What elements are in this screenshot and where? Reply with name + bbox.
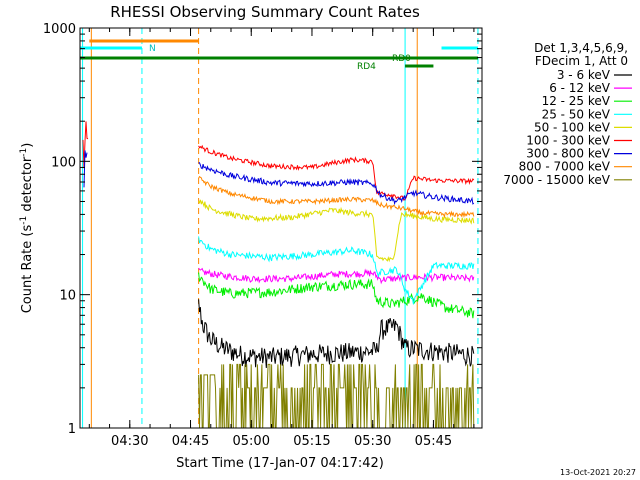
y-axis-label-mid: detector [20, 156, 35, 216]
legend-label-5: 100 - 300 keV [526, 134, 610, 148]
x-tick-label-5: 05:45 [415, 434, 452, 449]
legend-label-4: 50 - 100 keV [534, 120, 611, 134]
legend: Det 1,3,4,5,6,9, FDecim 1, Att 0 3 - 6 k… [503, 41, 632, 187]
x-tick-label-3: 05:15 [293, 434, 330, 449]
legend-label-3: 25 - 50 keV [542, 107, 611, 121]
series-line-6 [198, 162, 475, 206]
y-axis-label-end: ) [20, 143, 35, 148]
y-tick-label-1: 10 [59, 289, 76, 304]
series-line-0 [198, 299, 475, 369]
x-tick-label-2: 05:00 [233, 434, 270, 449]
flag-label-rd0: RD0 [392, 54, 411, 64]
series-line-8 [198, 363, 475, 429]
y-axis-label: Count Rate (s-1 detector-1) [19, 143, 35, 314]
series-line-1 [198, 267, 475, 285]
y-axis: 1 10 100 1000 [43, 22, 482, 437]
legend-header-1: Det 1,3,4,5,6,9, [534, 41, 628, 55]
y-tick-label-3: 1000 [43, 22, 76, 37]
chart-title: RHESSI Observing Summary Count Rates [110, 3, 420, 21]
flag-label-rd4: RD4 [357, 62, 376, 72]
spike-blue [83, 150, 88, 188]
series-line-3 [198, 236, 475, 306]
flag-label-n: N [149, 44, 156, 54]
x-axis: 04:30 04:45 05:00 05:15 05:30 05:45 [88, 28, 475, 449]
legend-label-8: 7000 - 15000 keV [503, 173, 610, 187]
legend-label-0: 3 - 6 keV [557, 68, 611, 82]
plot-area: N RD0 RD4 [80, 28, 479, 429]
legend-label-7: 800 - 7000 keV [519, 160, 611, 174]
pre-gap-spike [82, 121, 89, 188]
y-axis-label-sup1: -1 [19, 216, 29, 225]
y-axis-label-sup2: -1 [19, 148, 29, 157]
series-line-7 [198, 175, 475, 219]
legend-label-6: 300 - 800 keV [526, 147, 610, 161]
x-tick-label-0: 04:30 [111, 434, 148, 449]
y-axis-label-main: Count Rate (s [20, 225, 35, 314]
series-line-4 [198, 199, 475, 263]
y-tick-label-0: 1 [68, 422, 76, 437]
x-tick-label-4: 05:30 [354, 434, 391, 449]
spike-red [82, 121, 89, 169]
x-axis-label: Start Time (17-Jan-07 04:17:42) [176, 456, 384, 471]
series-line-2 [198, 272, 475, 319]
legend-header-2: FDecim 1, Att 0 [535, 54, 628, 68]
legend-label-2: 12 - 25 keV [542, 94, 611, 108]
x-tick-label-1: 04:45 [172, 434, 209, 449]
y-tick-label-2: 100 [51, 155, 76, 170]
legend-label-1: 6 - 12 keV [549, 81, 611, 95]
plot-frame [79, 27, 483, 429]
footer-timestamp: 13-Oct-2021 20:27 [560, 468, 636, 477]
series-line-5 [198, 144, 475, 201]
